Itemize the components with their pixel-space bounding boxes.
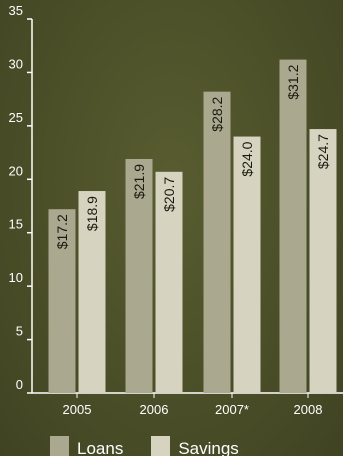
data-label-loans-1: $21.9 <box>131 164 147 199</box>
data-label-savings-2: $24.0 <box>239 141 255 176</box>
bar-savings-2 <box>233 136 261 394</box>
legend: Loans Savings <box>50 436 267 456</box>
x-tick-label-3: 2008 <box>294 402 323 417</box>
bar-loans-3 <box>279 59 307 393</box>
bars <box>48 59 337 394</box>
bar-loans-1 <box>125 158 153 393</box>
legend-label-loans: Loans <box>77 439 124 456</box>
data-label-savings-0: $18.9 <box>84 196 100 231</box>
legend-label-savings: Savings <box>178 439 239 456</box>
y-tick-label-5: 5 <box>16 324 23 339</box>
data-label-loans-2: $28.2 <box>209 96 225 131</box>
y-tick-label-25: 25 <box>9 110 23 125</box>
data-label-savings-1: $20.7 <box>161 177 177 212</box>
bar-savings-0 <box>78 191 106 393</box>
y-tick-label-15: 15 <box>9 217 23 232</box>
bar-savings-1 <box>155 171 183 393</box>
bar-loans-2 <box>203 91 231 394</box>
x-tick-label-2: 2007* <box>215 402 249 417</box>
y-tick-label-30: 30 <box>9 56 23 71</box>
y-tick-label-0: 0 <box>16 377 23 392</box>
y-tick-label-10: 10 <box>9 270 23 285</box>
legend-item-savings: Savings <box>151 436 239 456</box>
y-tick-label-20: 20 <box>9 163 23 178</box>
data-label-savings-3: $24.7 <box>315 134 331 169</box>
data-label-loans-3: $31.2 <box>285 64 301 99</box>
bar-chart: 0 5 10 15 20 25 30 35 2005 $17.2 $18.9 2006 $21.9 $2… <box>9 3 343 417</box>
bar-loans-0 <box>48 209 76 393</box>
x-tick-label-1: 2006 <box>140 402 169 417</box>
legend-swatch-loans <box>50 436 69 456</box>
labels: 2005 $17.2 $18.9 2006 $21.9 $20.7 2007* $28.2 $2… <box>54 64 331 417</box>
y-tick-label-35: 35 <box>9 3 23 18</box>
bar-savings-3 <box>309 129 337 393</box>
legend-swatch-savings <box>151 436 171 456</box>
legend-item-loans: Loans <box>50 436 123 456</box>
data-label-loans-0: $17.2 <box>54 214 70 249</box>
x-tick-label-0: 2005 <box>63 402 92 417</box>
